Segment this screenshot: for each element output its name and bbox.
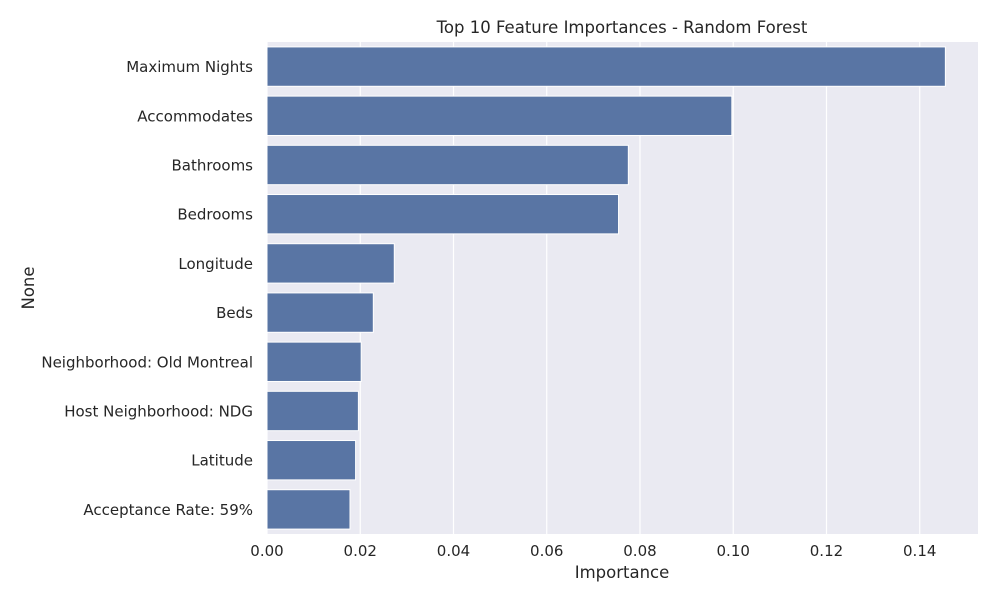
x-tick-label: 0.00	[250, 542, 283, 560]
y-tick-label: Host Neighborhood: NDG	[64, 403, 253, 421]
x-tick-label: 0.02	[344, 542, 377, 560]
x-tick-label: 0.08	[623, 542, 656, 560]
bar	[266, 46, 946, 87]
y-tick-label: Bathrooms	[172, 157, 254, 175]
y-axis-title: None	[19, 266, 38, 309]
y-tick-label: Latitude	[191, 452, 253, 470]
bar	[266, 144, 629, 186]
bar	[266, 489, 351, 530]
y-tick-label: Accommodates	[137, 107, 253, 125]
bar	[266, 194, 620, 235]
y-tick-label: Beds	[216, 304, 253, 322]
x-tick-label: 0.04	[437, 542, 470, 560]
y-tick-label: Bedrooms	[177, 206, 253, 224]
y-tick-label: Maximum Nights	[126, 58, 253, 76]
bar	[266, 292, 374, 333]
x-tick-label: 0.12	[810, 542, 843, 560]
x-tick-label: 0.06	[530, 542, 563, 560]
x-tick-labels: 0.00 0.02 0.04 0.06 0.08 0.10 0.12 0.14	[250, 542, 936, 560]
y-tick-labels: Maximum Nights Accommodates Bathrooms Bedro…	[41, 58, 253, 519]
y-tick-label: Longitude	[178, 255, 253, 273]
bar	[266, 390, 359, 432]
x-tick-label: 0.10	[717, 542, 750, 560]
bar	[266, 243, 395, 284]
x-axis-title: Importance	[575, 563, 670, 582]
y-tick-label: Acceptance Rate: 59%	[83, 501, 253, 519]
bar	[266, 341, 362, 382]
bar	[266, 440, 357, 481]
bar	[266, 95, 733, 136]
chart-title: Top 10 Feature Importances - Random Fore…	[436, 18, 808, 37]
x-tick-label: 0.14	[903, 542, 936, 560]
y-tick-label: Neighborhood: Old Montreal	[41, 353, 253, 371]
bars	[266, 46, 946, 530]
